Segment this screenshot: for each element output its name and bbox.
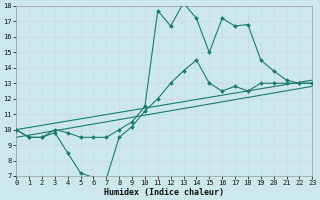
X-axis label: Humidex (Indice chaleur): Humidex (Indice chaleur) [104, 188, 224, 197]
